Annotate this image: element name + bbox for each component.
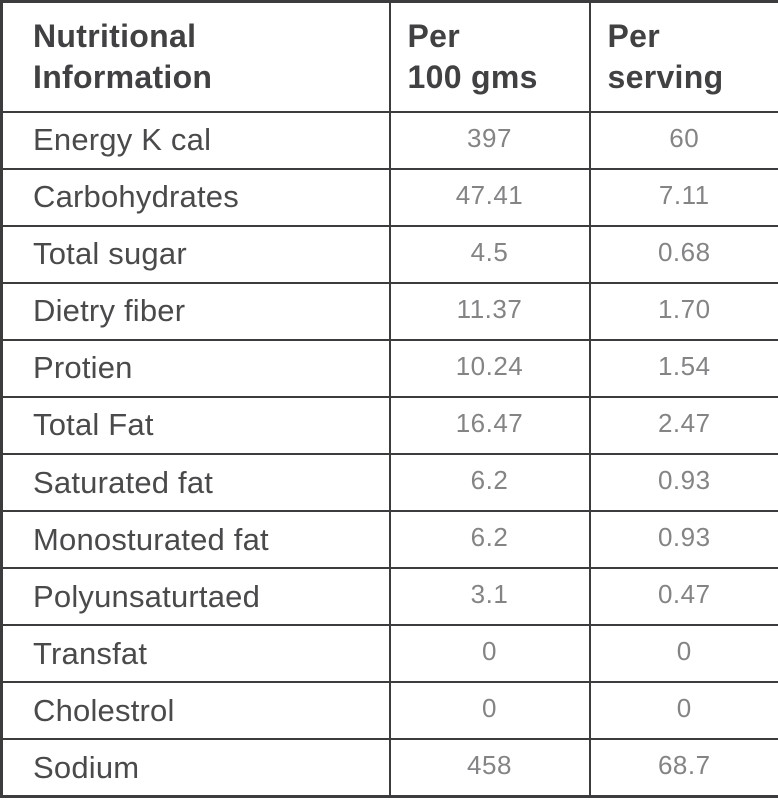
per-serving-value: 1.54 xyxy=(588,338,778,398)
nutrient-label: Total Fat xyxy=(0,395,391,455)
nutrient-label: Protien xyxy=(0,338,391,398)
per-100-gms-value: 6.2 xyxy=(388,452,591,513)
table-row: Total sugar 4.5 0.68 xyxy=(0,224,778,284)
nutrient-label: Carbohydrates xyxy=(0,167,391,227)
per-100-gms-value: 3.1 xyxy=(388,567,591,627)
header-row: Nutritional Information Per 100 gms Per … xyxy=(0,0,778,113)
per-serving-value: 68.7 xyxy=(588,738,778,798)
per-100-gms-value: 0 xyxy=(388,681,591,741)
nutrient-label: Polyunsaturtaed xyxy=(0,567,391,627)
per-serving-value: 0 xyxy=(588,624,778,684)
per-serving-value: 7.11 xyxy=(588,167,778,227)
header-per-serving: Per serving xyxy=(588,0,778,113)
table-row: Saturated fat 6.2 0.93 xyxy=(0,452,778,513)
per-100-gms-value: 10.24 xyxy=(388,338,591,398)
nutrient-label: Energy K cal xyxy=(0,110,391,170)
table-row: Sodium 458 68.7 xyxy=(0,738,778,798)
per-serving-value: 0 xyxy=(588,681,778,741)
table-body: Energy K cal 397 60 Carbohydrates 47.41 … xyxy=(0,110,778,798)
table-row: Energy K cal 397 60 xyxy=(0,110,778,170)
per-serving-value: 0.93 xyxy=(588,452,778,513)
per-100-gms-value: 47.41 xyxy=(388,167,591,227)
table-row: Polyunsaturtaed 3.1 0.47 xyxy=(0,567,778,627)
per-100-gms-value: 397 xyxy=(388,110,591,170)
table-row: Protien 10.24 1.54 xyxy=(0,338,778,398)
table-row: Carbohydrates 47.41 7.11 xyxy=(0,167,778,227)
nutrient-label: Saturated fat xyxy=(0,452,391,513)
per-100-gms-value: 16.47 xyxy=(388,395,591,455)
table-row: Cholestrol 0 0 xyxy=(0,681,778,741)
per-serving-value: 0.47 xyxy=(588,567,778,627)
per-100-gms-value: 11.37 xyxy=(388,281,591,341)
nutrient-label: Total sugar xyxy=(0,224,391,284)
per-serving-value: 0.68 xyxy=(588,224,778,284)
table-row: Total Fat 16.47 2.47 xyxy=(0,395,778,455)
per-100-gms-value: 0 xyxy=(388,624,591,684)
table-header: Nutritional Information Per 100 gms Per … xyxy=(0,0,778,113)
nutrient-label: Cholestrol xyxy=(0,681,391,741)
per-serving-value: 60 xyxy=(588,110,778,170)
nutrient-label: Sodium xyxy=(0,738,391,798)
per-100-gms-value: 6.2 xyxy=(388,510,591,570)
header-nutritional-information: Nutritional Information xyxy=(0,0,391,113)
per-serving-value: 1.70 xyxy=(588,281,778,341)
per-serving-value: 2.47 xyxy=(588,395,778,455)
per-100-gms-value: 458 xyxy=(388,738,591,798)
per-100-gms-value: 4.5 xyxy=(388,224,591,284)
nutrient-label: Dietry fiber xyxy=(0,281,391,341)
nutrient-label: Transfat xyxy=(0,624,391,684)
table-row: Transfat 0 0 xyxy=(0,624,778,684)
per-serving-value: 0.93 xyxy=(588,510,778,570)
table-row: Monosturated fat 6.2 0.93 xyxy=(0,510,778,570)
header-per-100-gms: Per 100 gms xyxy=(388,0,591,113)
table-row: Dietry fiber 11.37 1.70 xyxy=(0,281,778,341)
nutrient-label: Monosturated fat xyxy=(0,510,391,570)
